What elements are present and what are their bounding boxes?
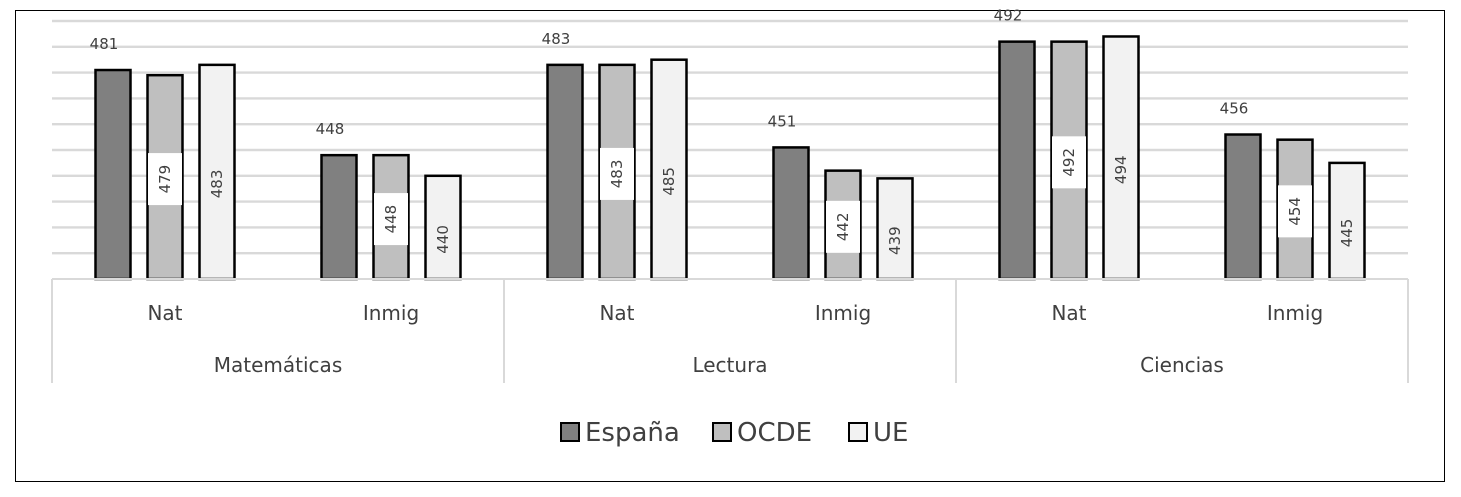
data-label: 481 [90,35,119,53]
legend-swatch [560,422,580,442]
data-label-box [1278,185,1312,238]
bar [424,174,462,281]
category-label: Nat [599,301,634,325]
legend-label: OCDE [737,418,812,448]
gridlines [52,19,1408,255]
bar [1224,133,1262,281]
data-label: 492 [994,7,1023,25]
group-label: Ciencias [1140,353,1224,377]
bar [94,68,132,281]
category-axis: Nat Inmig Nat Inmig Nat Inmig Matemáticas Lectu… [51,278,1409,383]
data-label: 483 [608,160,626,189]
category-label: Inmig [363,301,419,325]
chart-frame [15,10,1445,482]
data-label: 483 [208,170,226,199]
data-label-box [374,193,408,246]
group-label: Matemáticas [214,353,342,377]
category-label: Nat [147,301,182,325]
data-label: 494 [1112,155,1130,184]
data-label: 445 [1338,219,1356,248]
bar [650,58,688,281]
data-label-box [600,147,634,200]
legend-swatch [712,422,732,442]
bar [772,146,810,281]
legend: España OCDE UE [560,418,908,448]
data-label: 479 [156,165,174,194]
data-label-box [148,153,182,206]
data-label: 448 [382,205,400,234]
category-label: Inmig [1267,301,1323,325]
data-label-box [1052,136,1086,189]
data-label: 440 [434,225,452,254]
data-label: 442 [834,212,852,241]
legend-label: UE [873,418,908,448]
data-label: 456 [1220,100,1249,118]
data-label: 451 [768,112,797,130]
bar [198,63,236,281]
group-label: Lectura [692,353,767,377]
legend-label: España [585,418,680,448]
data-label: 454 [1286,197,1304,226]
data-label: 492 [1060,148,1078,177]
bar [546,63,584,281]
data-labels: 481 479 483 448 448 440 483 483 485 451 442 439 492 4… [90,7,1356,255]
category-label: Nat [1051,301,1086,325]
data-label: 485 [660,167,678,196]
data-label: 448 [316,120,345,138]
data-label: 483 [542,30,571,48]
bar [998,40,1036,281]
category-label: Inmig [815,301,871,325]
bar [320,153,358,281]
data-label: 439 [886,226,904,255]
data-label-box [826,200,860,253]
legend-swatch [848,422,868,442]
